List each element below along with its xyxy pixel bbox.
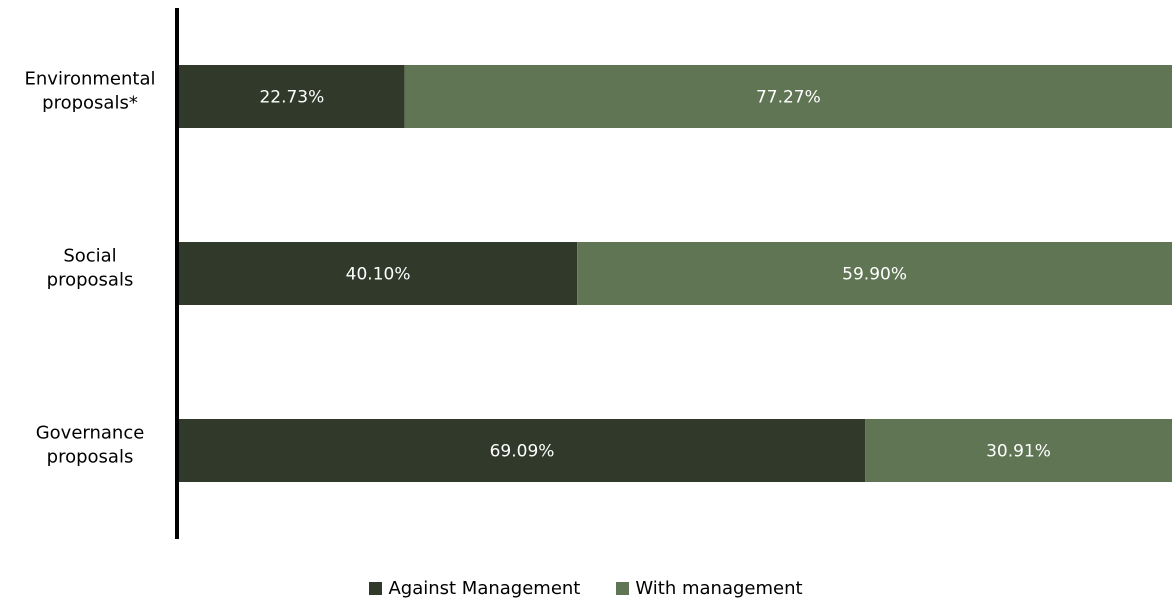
bar-with-management-1	[577, 242, 1172, 305]
data-label-against-management-1: 40.10%	[346, 265, 411, 285]
category-label-0-line-0: Environmental	[25, 69, 156, 90]
category-label-2-line-0: Governance	[36, 423, 145, 444]
data-label-with-management-0: 77.27%	[756, 88, 821, 108]
legend-label-against-management: Against Management	[388, 578, 581, 599]
legend-item-with-management: With management	[616, 578, 803, 599]
legend: Against Management With management	[0, 578, 1172, 599]
category-label-1-line-0: Social	[63, 246, 116, 267]
category-label-1-line-1: proposals	[47, 270, 134, 291]
legend-swatch-against-management	[369, 582, 383, 595]
legend-item-against-management: Against Management	[369, 578, 580, 599]
data-label-with-management-2: 30.91%	[986, 442, 1051, 462]
bars-group: 22.73% 77.27% 40.10% 59.90% 69.09% 30.91%	[179, 65, 1172, 482]
bar-against-management-1	[179, 242, 578, 305]
legend-label-with-management: With management	[635, 578, 803, 599]
bar-against-management-0	[179, 65, 405, 128]
legend-swatch-with-management	[616, 582, 630, 595]
category-label-0-line-1: proposals*	[42, 93, 138, 114]
bar-with-management-0	[404, 65, 1172, 128]
data-label-with-management-1: 59.90%	[842, 265, 907, 285]
bar-with-management-2	[865, 419, 1172, 482]
category-labels-group: Environmental proposals* Social proposals Go…	[25, 69, 156, 468]
data-label-against-management-0: 22.73%	[259, 88, 324, 108]
bar-against-management-2	[179, 419, 866, 482]
data-label-against-management-2: 69.09%	[490, 442, 555, 462]
category-label-2-line-1: proposals	[47, 447, 134, 468]
